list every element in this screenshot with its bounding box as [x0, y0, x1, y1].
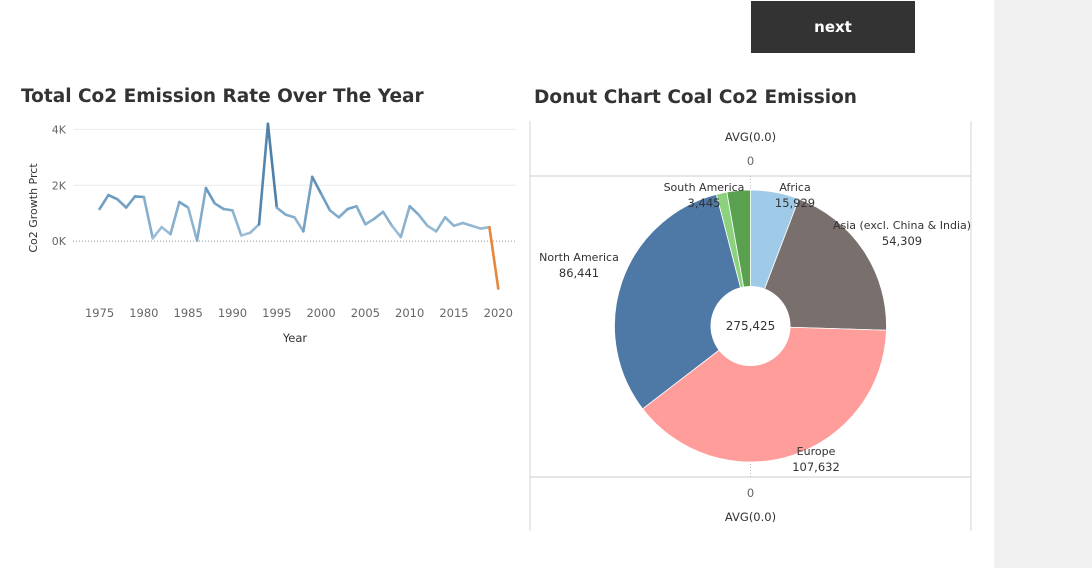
line-segment: [443, 216, 456, 228]
y-tick-label: 4K: [52, 123, 67, 136]
line-segment: [408, 204, 420, 216]
line-segment: [204, 186, 217, 205]
x-tick-label: 2015: [439, 306, 468, 320]
y-axis-label: Co2 Growth Prct: [27, 163, 40, 253]
line-segment: [248, 223, 261, 235]
line-segment: [266, 122, 279, 209]
x-axis-label: Year: [282, 331, 308, 345]
axis-bottom-tick: 0: [747, 486, 754, 500]
slice-name-label: Asia (excl. China & India): [833, 219, 971, 232]
line-segment: [390, 224, 403, 239]
line-segment: [461, 221, 474, 228]
line-segment: [107, 193, 119, 201]
donut-total-label: 275,425: [726, 319, 776, 333]
line-segment: [293, 216, 305, 233]
line-segment: [160, 225, 172, 236]
line-segment: [355, 204, 367, 226]
slice-value-label: 54,309: [882, 234, 922, 248]
donut-hole: [710, 286, 791, 366]
line-segment: [488, 225, 500, 290]
slice-value-label: 3,445: [688, 196, 721, 210]
donut-chart: AVG(0.0) 0 0 AVG(0.0) 275,425 Africa 15,929 Asi…: [529, 121, 972, 531]
line-segment: [195, 186, 208, 242]
line-segment: [133, 195, 146, 199]
line-segment: [222, 207, 234, 212]
x-tick-label: 2005: [351, 306, 380, 320]
line-segment: [169, 200, 181, 236]
x-tick-label: 2020: [484, 306, 513, 320]
line-segment: [434, 216, 447, 233]
next-button[interactable]: next: [751, 1, 915, 53]
line-segment: [319, 192, 332, 212]
x-tick-label: 1990: [218, 306, 247, 320]
line-chart-title: Total Co2 Emission Rate Over The Year: [21, 86, 424, 107]
line-segment: [479, 225, 491, 230]
line-segment: [381, 210, 394, 228]
line-segment: [178, 200, 190, 209]
x-tick-label: 2010: [395, 306, 424, 320]
line-segment: [399, 204, 411, 239]
line-segment: [142, 195, 155, 240]
x-tick-label: 1975: [85, 306, 114, 320]
line-segment: [364, 217, 376, 226]
x-tick-label: 1980: [129, 306, 158, 320]
slice-name-label: Africa: [779, 181, 810, 194]
line-segment: [417, 213, 429, 228]
y-tick-label: 0K: [52, 235, 67, 248]
line-segment: [231, 209, 243, 237]
y-tick-label: 2K: [52, 179, 67, 192]
line-segment: [310, 175, 323, 195]
donut-chart-title: Donut Chart Coal Co2 Emission: [534, 87, 857, 108]
slice-value-label: 15,929: [775, 196, 815, 210]
slice-name-label: South America: [664, 181, 745, 194]
x-tick-label: 2000: [306, 306, 335, 320]
axis-top-tick: 0: [747, 154, 754, 168]
slice-asia-excl-china-india: [749, 198, 887, 331]
line-segment: [337, 207, 349, 219]
line-segment: [124, 195, 137, 209]
line-segment: [284, 213, 296, 219]
axis-top-label: AVG(0.0): [725, 130, 776, 144]
line-segment: [426, 224, 438, 233]
line-segment: [151, 225, 163, 240]
slice-value-label: 86,441: [559, 266, 599, 280]
slice-value-label: 107,632: [792, 460, 840, 474]
line-segment: [116, 197, 128, 209]
line-segment: [302, 175, 314, 233]
line-chart: 0K 2K 4K 1975 1980 1985 1990 1995 2000 2005 2010 20…: [27, 122, 516, 345]
line-segment: [186, 206, 199, 242]
line-segment: [328, 209, 341, 219]
line-segment: [240, 231, 252, 237]
line-segment: [372, 210, 385, 221]
line-segment: [452, 221, 465, 228]
line-segment: [470, 224, 482, 230]
slice-north-america: [614, 193, 751, 410]
line-segment: [275, 206, 287, 216]
line-segment: [257, 122, 270, 226]
x-tick-label: 1985: [174, 306, 203, 320]
x-tick-label: 1995: [262, 306, 291, 320]
line-segment: [213, 202, 225, 211]
slice-europe: [642, 325, 887, 463]
line-segment: [346, 204, 358, 211]
slice-name-label: Europe: [797, 445, 836, 458]
line-segment: [98, 193, 110, 211]
slice-name-label: North America: [539, 251, 619, 264]
axis-bottom-label: AVG(0.0): [725, 510, 776, 524]
right-panel: [994, 0, 1092, 568]
